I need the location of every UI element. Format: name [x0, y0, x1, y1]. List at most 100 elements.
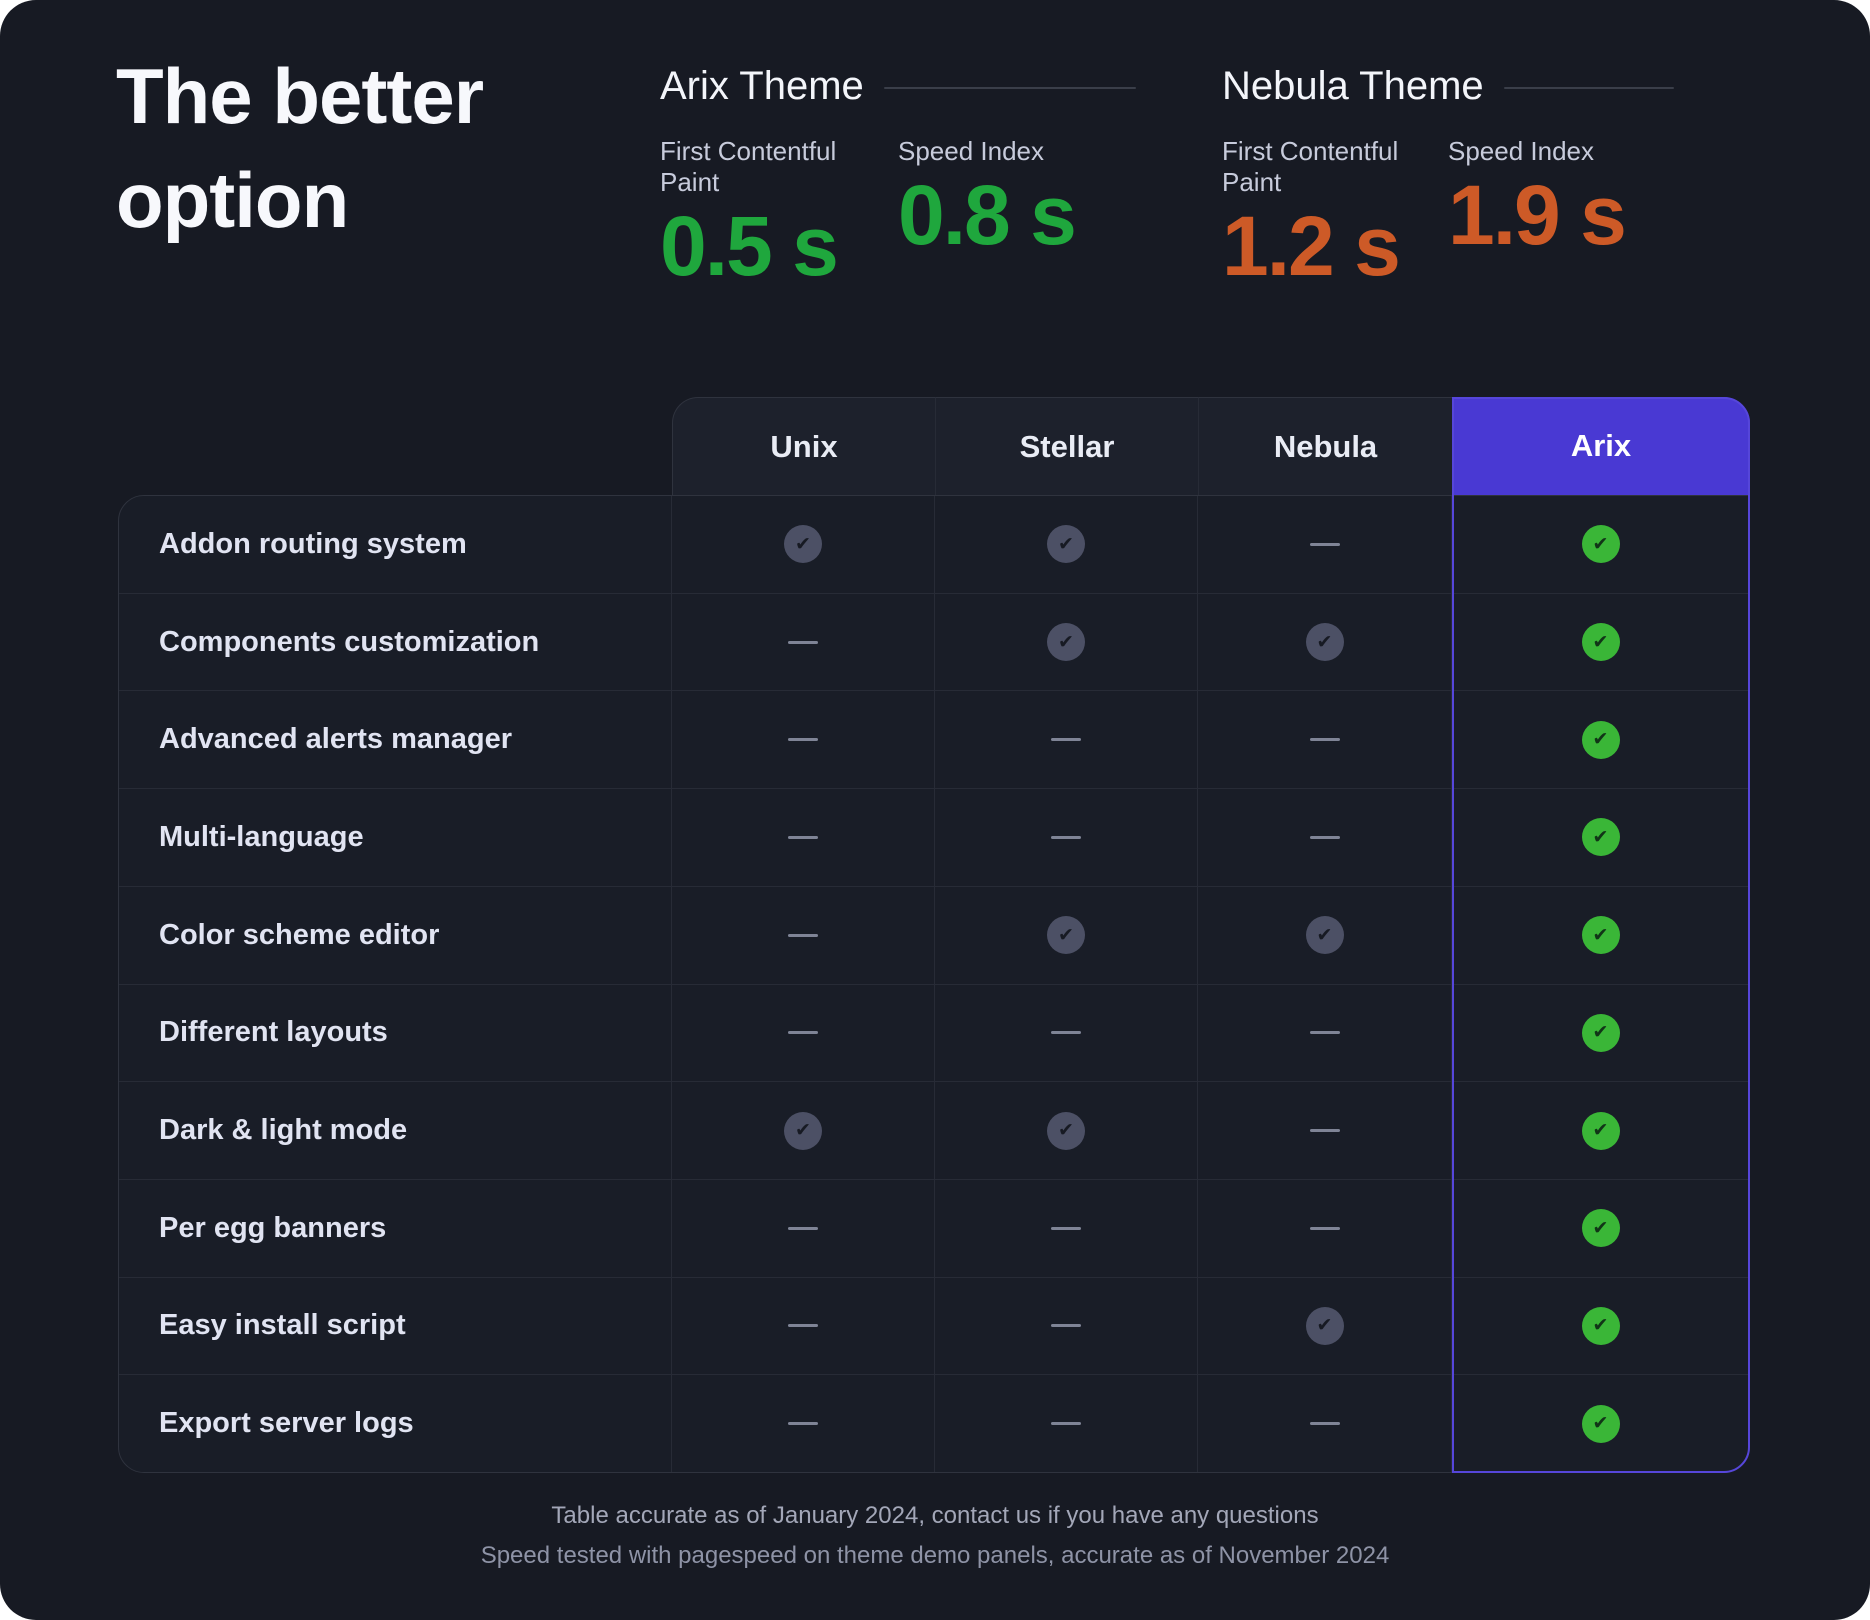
- dash-icon: [788, 1031, 818, 1035]
- table-row: Addon routing system ✔ ✔ ✔: [119, 496, 1749, 593]
- feature-cell-nebula: [1197, 496, 1451, 593]
- table-row: Multi-language ✔: [119, 788, 1749, 886]
- footer-note-accuracy: Table accurate as of January 2024, conta…: [551, 1502, 1319, 1529]
- feature-cell-stellar: [934, 1277, 1197, 1375]
- feature-cell-nebula: [1197, 789, 1451, 886]
- dash-icon: [1051, 835, 1081, 839]
- check-icon-gray: ✔: [1047, 1111, 1085, 1150]
- feature-label: Addon routing system: [159, 527, 467, 560]
- column-header-arix: Arix: [1452, 397, 1750, 495]
- nebula-theme-name: Nebula Theme: [1222, 64, 1484, 108]
- page-title: The better option: [116, 44, 484, 252]
- stat-fcp: First Contentful Paint 1.2 s: [1222, 136, 1448, 293]
- page-title-line1: The better: [116, 52, 484, 140]
- feature-label: Advanced alerts manager: [159, 723, 512, 756]
- stat-value: 1.2 s: [1222, 199, 1401, 293]
- arix-theme-name: Arix Theme: [660, 64, 864, 108]
- check-icon-green: ✔: [1581, 720, 1620, 759]
- nebula-stats-row: First Contentful Paint 1.2 s Speed Index…: [1222, 136, 1674, 293]
- feature-cell-nebula: ✔: [1197, 593, 1451, 691]
- dash-icon: [788, 835, 818, 839]
- feature-cell-arix: ✔: [1451, 1082, 1749, 1179]
- stat-label: First Contentful Paint: [660, 136, 837, 197]
- feature-cell-arix: ✔: [1451, 984, 1749, 1082]
- arix-theme-stats: Arix Theme First Contentful Paint 0.5 s …: [660, 64, 1136, 293]
- feature-cell-arix: ✔: [1451, 593, 1749, 691]
- dash-icon: [1309, 542, 1340, 546]
- table-row: Easy install script ✔ ✔: [119, 1276, 1749, 1375]
- feature-label: Easy install script: [159, 1309, 406, 1342]
- table-row: Color scheme editor ✔ ✔ ✔: [119, 885, 1749, 984]
- check-icon-gray: ✔: [1047, 525, 1085, 564]
- dash-icon: [1051, 1031, 1081, 1035]
- feature-cell-unix: [671, 1277, 934, 1375]
- feature-label: Multi-language: [159, 820, 364, 853]
- dash-icon: [1051, 1422, 1081, 1426]
- stat-fcp: First Contentful Paint 0.5 s: [660, 136, 898, 293]
- check-icon-green: ✔: [1581, 1013, 1620, 1052]
- stat-label: First Contentful Paint: [1222, 136, 1399, 197]
- feature-cell-unix: [671, 886, 934, 984]
- feature-cell-arix: ✔: [1451, 1179, 1749, 1277]
- feature-cell-nebula: [1197, 1179, 1451, 1277]
- stat-speed-index: Speed Index 0.8 s: [898, 136, 1136, 282]
- feature-cell-stellar: [934, 789, 1197, 886]
- dash-icon: [1051, 1226, 1081, 1230]
- dash-icon: [1051, 738, 1081, 742]
- check-icon-gray: ✔: [1047, 916, 1085, 955]
- stat-value: 0.8 s: [898, 168, 1077, 262]
- feature-cell-unix: [671, 1179, 934, 1277]
- feature-cell-stellar: [934, 1375, 1197, 1472]
- check-icon-green: ✔: [1581, 1209, 1620, 1248]
- dash-icon: [1309, 1422, 1340, 1426]
- feature-cell-stellar: ✔: [934, 593, 1197, 691]
- dash-icon: [788, 1422, 818, 1426]
- column-header-nebula: Nebula: [1198, 397, 1452, 495]
- feature-label: Different layouts: [159, 1016, 388, 1049]
- check-icon-green: ✔: [1581, 525, 1620, 564]
- feature-cell-unix: [671, 691, 934, 789]
- check-icon-gray: ✔: [1305, 1306, 1344, 1345]
- page-footer: Table accurate as of January 2024, conta…: [0, 1496, 1870, 1576]
- check-icon-gray: ✔: [1305, 916, 1344, 955]
- feature-cell-arix: ✔: [1451, 789, 1749, 886]
- divider-line: [883, 87, 1136, 89]
- feature-cell-arix: ✔: [1451, 886, 1749, 984]
- column-header-stellar: Stellar: [935, 397, 1198, 495]
- nebula-theme-header: Nebula Theme: [1222, 64, 1674, 108]
- table-row: Export server logs ✔: [119, 1374, 1749, 1472]
- feature-cell-nebula: [1197, 691, 1451, 789]
- check-icon-green: ✔: [1581, 1306, 1620, 1345]
- dash-icon: [788, 1226, 818, 1230]
- check-icon-green: ✔: [1581, 1404, 1620, 1443]
- dash-icon: [788, 738, 818, 742]
- feature-cell-unix: [671, 593, 934, 691]
- feature-cell-stellar: [934, 1179, 1197, 1277]
- stat-label: Speed Index: [898, 136, 1045, 166]
- check-icon-gray: ✔: [1305, 623, 1344, 662]
- check-icon-gray: ✔: [784, 1111, 822, 1150]
- check-icon-gray: ✔: [784, 525, 822, 564]
- dash-icon: [1309, 835, 1340, 839]
- column-header-unix: Unix: [672, 397, 935, 495]
- feature-label: Color scheme editor: [159, 918, 440, 951]
- table-row: Per egg banners ✔: [119, 1178, 1749, 1277]
- feature-cell-stellar: [934, 984, 1197, 1082]
- comparison-table: Unix Stellar Nebula Arix Addon routing syst…: [118, 397, 1750, 1473]
- arix-stats-row: First Contentful Paint 0.5 s Speed Index…: [660, 136, 1136, 293]
- dash-icon: [788, 933, 818, 937]
- table-row: Advanced alerts manager ✔: [119, 690, 1749, 789]
- arix-theme-header: Arix Theme: [660, 64, 1136, 108]
- feature-cell-arix: ✔: [1451, 1375, 1749, 1472]
- table-row: Different layouts ✔: [119, 983, 1749, 1082]
- feature-label: Components customization: [159, 625, 540, 658]
- stat-value: 0.5 s: [660, 199, 839, 293]
- feature-cell-unix: ✔: [671, 1082, 934, 1179]
- feature-cell-unix: [671, 789, 934, 886]
- feature-cell-unix: [671, 984, 934, 1082]
- feature-cell-nebula: [1197, 1375, 1451, 1472]
- feature-cell-arix: ✔: [1451, 496, 1749, 593]
- feature-cell-arix: ✔: [1451, 691, 1749, 789]
- check-icon-green: ✔: [1581, 1111, 1620, 1150]
